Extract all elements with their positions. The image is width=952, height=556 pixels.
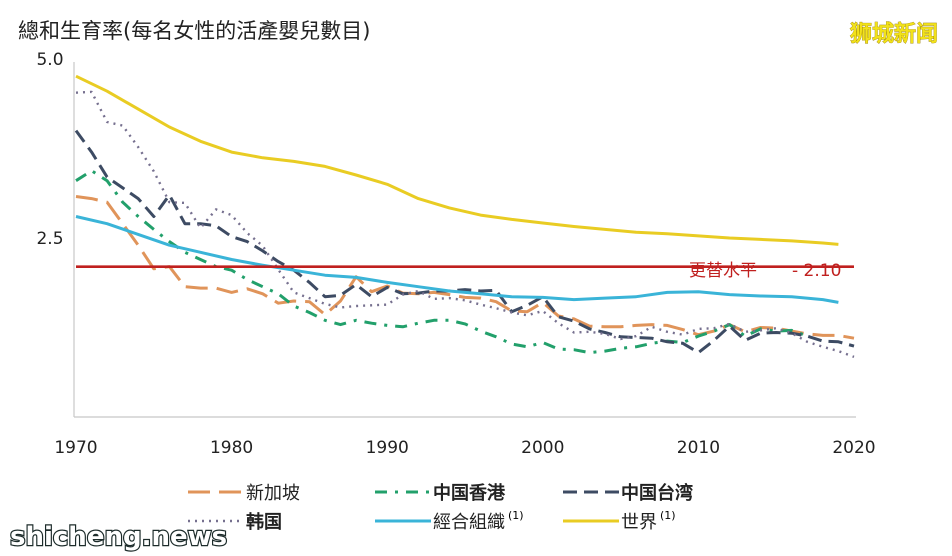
- watermark-top-logo: 狮城新闻: [850, 21, 938, 47]
- x-tick-label: 1980: [210, 438, 253, 458]
- series-line-0: [75, 195, 855, 340]
- y-tick-label: 5.0: [36, 50, 63, 70]
- x-tick-label: 1970: [54, 438, 97, 458]
- series-line-5: [75, 74, 839, 246]
- legend-label-2: 中国台湾: [621, 482, 693, 504]
- series-line-1: [75, 169, 808, 355]
- x-tick-labels: 1970 1980 1990 2000 2010 2020: [54, 438, 875, 458]
- y-axis-title: 總和生育率(每名女性的活產嬰兒數目): [18, 19, 370, 43]
- legend-label-3: 韩国: [246, 511, 282, 533]
- series-lines: [74, 74, 855, 359]
- series-line-2: [74, 129, 855, 355]
- replacement-level-value: - 2.10: [792, 261, 841, 281]
- x-tick-label: 2000: [521, 438, 564, 458]
- series-line-3: [75, 90, 855, 359]
- replacement-level: 更替水平 - 2.10: [76, 261, 854, 281]
- x-tick-label: 1990: [366, 438, 409, 458]
- y-tick-labels: 2.5 5.0: [36, 50, 63, 249]
- legend-footnote-5: (1): [660, 509, 676, 522]
- x-tick-label: 2010: [677, 438, 720, 458]
- x-tick-label: 2020: [832, 438, 875, 458]
- series-line-4: [75, 215, 839, 304]
- legend-label-5: 世界: [621, 512, 657, 533]
- legend-label-1: 中国香港: [433, 482, 506, 504]
- watermark-bottom-logo: shicheng.news: [10, 522, 227, 552]
- replacement-level-label: 更替水平: [689, 261, 757, 281]
- y-tick-label: 2.5: [36, 229, 63, 249]
- legend-footnote-4: (1): [508, 509, 524, 522]
- legend-label-0: 新加坡: [246, 483, 300, 504]
- legend-label-4: 經合組織: [433, 512, 505, 533]
